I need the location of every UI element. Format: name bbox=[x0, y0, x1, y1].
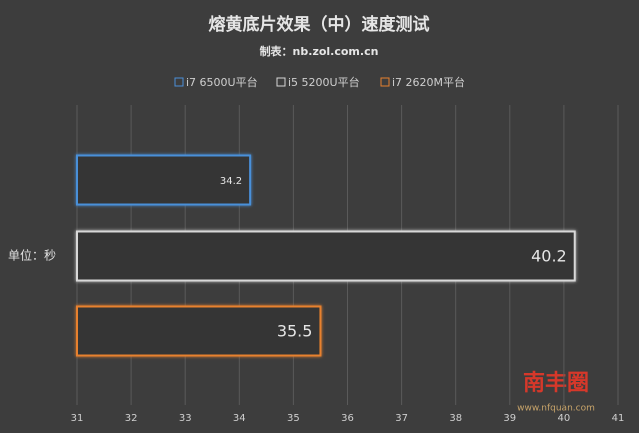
data-label: 35.5 bbox=[277, 322, 313, 341]
legend-label: i5 5200U平台 bbox=[288, 75, 360, 89]
x-tick-label: 33 bbox=[179, 413, 192, 424]
chart-subtitle: 制表：nb.zol.com.cn bbox=[260, 44, 379, 58]
legend-swatch bbox=[380, 77, 390, 87]
x-tick-label: 32 bbox=[125, 413, 138, 424]
watermark: 南丰圈 bbox=[523, 371, 589, 396]
data-label: 34.2 bbox=[220, 176, 242, 187]
bar bbox=[76, 230, 576, 282]
x-tick-label: 36 bbox=[341, 413, 354, 424]
legend-swatch bbox=[276, 77, 286, 87]
legend-swatch bbox=[174, 77, 184, 87]
chart-title: 熔黄底片效果（中）速度测试 bbox=[209, 14, 430, 35]
watermark-url: www.nfquan.com bbox=[517, 404, 595, 414]
x-tick-label: 38 bbox=[449, 413, 462, 424]
x-tick-label: 40 bbox=[558, 413, 571, 424]
x-tick-label: 37 bbox=[395, 413, 408, 424]
x-tick-label: 39 bbox=[503, 413, 516, 424]
x-tick-label: 31 bbox=[71, 413, 84, 424]
bar bbox=[76, 305, 322, 357]
data-label: 40.2 bbox=[531, 247, 567, 266]
bar bbox=[76, 154, 252, 206]
legend-label: i7 2620M平台 bbox=[392, 75, 465, 89]
x-tick-label: 35 bbox=[287, 413, 300, 424]
x-tick-label: 41 bbox=[612, 413, 625, 424]
legend-label: i7 6500U平台 bbox=[186, 75, 258, 89]
y-axis-label: 单位：秒 bbox=[8, 248, 56, 263]
x-tick-label: 34 bbox=[233, 413, 246, 424]
